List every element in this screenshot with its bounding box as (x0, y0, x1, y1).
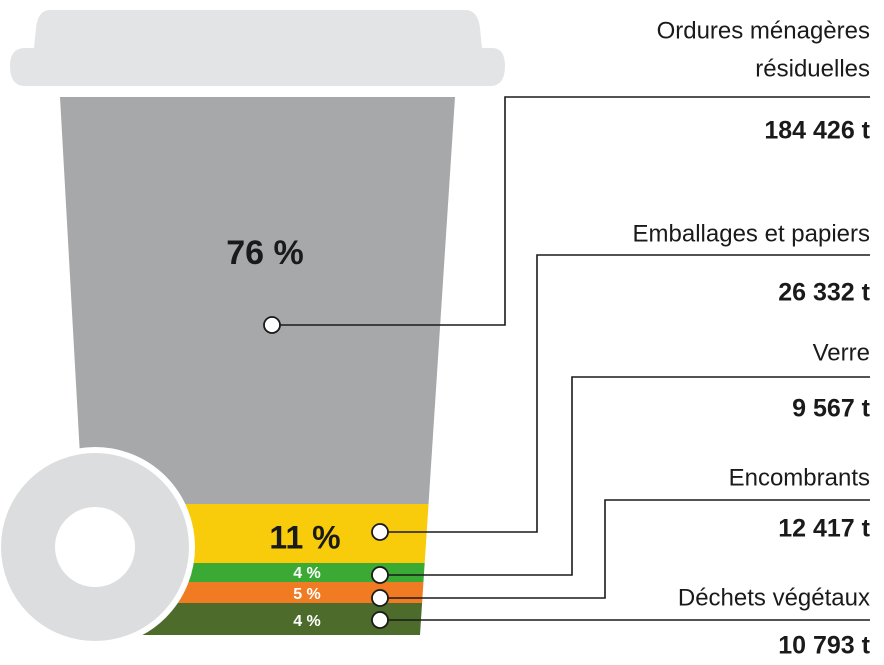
category-label: Encombrants (729, 464, 870, 491)
share-label: 11 % (269, 519, 340, 555)
leader-dot (372, 524, 388, 540)
share-label: 76 % (226, 234, 304, 272)
tonnage: 12 417 t (778, 515, 870, 543)
infographic: 76 % 11 % 4 % 5 % 4 % Ordures ménagères … (0, 0, 884, 665)
tonnage: 184 426 t (764, 117, 870, 145)
category-label: Verre (813, 339, 870, 366)
category-label: Ordures ménagères (657, 17, 870, 44)
tonnage: 26 332 t (778, 279, 870, 307)
bin-lid (10, 10, 505, 86)
segment-residual (0, 97, 500, 504)
share-label: 5 % (293, 586, 321, 603)
leader-dot (372, 612, 388, 628)
category-label: résiduelles (755, 55, 870, 82)
share-label: 4 % (293, 613, 321, 630)
tonnage: 10 793 t (778, 632, 870, 660)
category-label: Emballages et papiers (633, 220, 870, 247)
page: 76 % 11 % 4 % 5 % 4 % Ordures ménagères … (0, 0, 884, 665)
share-label: 4 % (293, 565, 321, 582)
leader-dot (372, 567, 388, 583)
tonnage: 9 567 t (792, 395, 871, 423)
leader-dot (264, 317, 280, 333)
category-label: Déchets végétaux (678, 584, 870, 611)
wheel-hub (55, 507, 135, 587)
leader-dot (372, 590, 388, 606)
